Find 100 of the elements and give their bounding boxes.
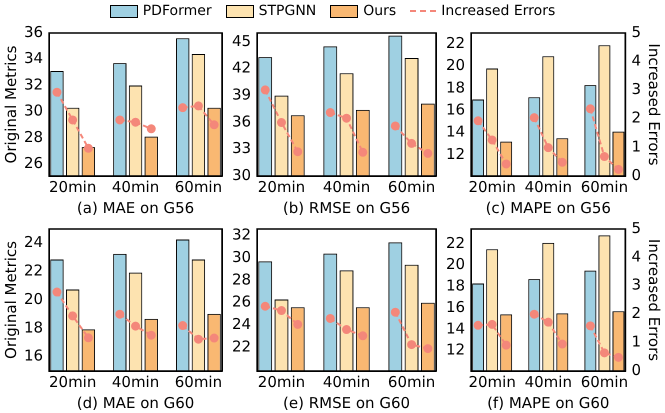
y-tick-label: 36 bbox=[24, 22, 44, 41]
y2-tick-label: 1 bbox=[631, 332, 642, 350]
point bbox=[342, 325, 352, 334]
y2-tick-label: 4 bbox=[631, 51, 642, 70]
point bbox=[276, 118, 286, 128]
point bbox=[326, 314, 335, 323]
y-tick-label: 22 bbox=[446, 234, 466, 252]
x-axis-title: (a) MAE on G56 bbox=[76, 198, 194, 217]
point bbox=[614, 164, 623, 174]
legend-label: PDFormer bbox=[142, 3, 212, 19]
point bbox=[600, 152, 609, 162]
point bbox=[276, 306, 286, 316]
point bbox=[210, 120, 219, 130]
y-tick-label: 32 bbox=[232, 226, 252, 244]
point bbox=[423, 148, 432, 158]
point bbox=[530, 113, 539, 122]
y2-tick-label: 0 bbox=[631, 360, 642, 379]
point bbox=[210, 334, 219, 343]
point bbox=[614, 352, 623, 362]
point bbox=[293, 320, 302, 329]
x-tick-label: 20min bbox=[48, 178, 96, 196]
y-tick-label: 14 bbox=[446, 319, 466, 338]
point bbox=[488, 320, 497, 329]
y-tick-label: 16 bbox=[446, 100, 466, 118]
point bbox=[600, 348, 609, 358]
x-tick-label: 60min bbox=[580, 372, 628, 391]
point bbox=[558, 340, 567, 349]
x-axis-title: (b) RMSE on G56 bbox=[282, 198, 410, 217]
point bbox=[544, 143, 553, 152]
y-tick-label: 32 bbox=[24, 75, 44, 94]
x-tick-label: 60min bbox=[174, 178, 222, 196]
y-axis-title: Original Metrics bbox=[2, 240, 20, 359]
y-tick-label: 20 bbox=[446, 255, 466, 274]
x-axis-title: (d) MAE on G60 bbox=[76, 394, 194, 412]
y2-tick-label: 1 bbox=[631, 137, 642, 156]
point bbox=[131, 322, 140, 331]
y2-tick-label: 5 bbox=[631, 22, 642, 41]
point bbox=[423, 344, 432, 354]
y2-tick-label: 3 bbox=[631, 276, 642, 294]
y-tick-label: 45 bbox=[232, 32, 252, 50]
y-tick-label: 16 bbox=[446, 298, 466, 316]
x-tick-label: 60min bbox=[388, 372, 436, 391]
y2-tick-label: 3 bbox=[631, 80, 642, 98]
x-tick-label: 20min bbox=[468, 372, 516, 391]
y-tick-label: 28 bbox=[24, 128, 44, 146]
x-axis-title: (c) MAPE on G56 bbox=[486, 198, 611, 217]
point bbox=[260, 85, 270, 94]
point bbox=[407, 138, 416, 148]
y-tick-label: 42 bbox=[232, 58, 252, 77]
x-tick-label: 40min bbox=[322, 372, 370, 391]
point bbox=[52, 288, 62, 297]
x-axis-title: (e) RMSE on G60 bbox=[283, 394, 410, 412]
y-tick-label: 18 bbox=[446, 276, 466, 295]
point bbox=[544, 318, 553, 327]
x-tick-label: 40min bbox=[524, 372, 572, 391]
y-tick-label: 39 bbox=[232, 85, 252, 104]
point bbox=[194, 334, 203, 344]
y-tick-label: 24 bbox=[232, 315, 252, 334]
x-tick-label: 20min bbox=[258, 178, 306, 196]
legend-label: Increased Errors bbox=[441, 3, 556, 19]
point bbox=[115, 310, 124, 319]
point bbox=[342, 114, 352, 123]
point bbox=[326, 108, 335, 118]
y-tick-label: 34 bbox=[24, 49, 44, 68]
y-tick-label: 18 bbox=[24, 318, 44, 336]
y2-axis-title: Increased Errors bbox=[645, 238, 664, 362]
point bbox=[146, 330, 156, 340]
y-tick-label: 12 bbox=[446, 144, 466, 163]
x-axis-title: (f) MAPE on G60 bbox=[487, 394, 610, 412]
point bbox=[178, 103, 188, 112]
point bbox=[474, 320, 483, 330]
point bbox=[390, 121, 400, 130]
point bbox=[390, 308, 400, 317]
x-tick-label: 40min bbox=[322, 178, 370, 196]
y-tick-label: 30 bbox=[232, 166, 252, 184]
legend-label: STPGNN bbox=[258, 3, 316, 19]
point bbox=[502, 340, 511, 350]
point bbox=[558, 158, 567, 167]
point bbox=[293, 147, 302, 156]
point bbox=[586, 321, 595, 330]
y2-tick-label: 4 bbox=[631, 247, 642, 266]
y-tick-label: 12 bbox=[446, 340, 466, 359]
y2-tick-label: 5 bbox=[631, 218, 642, 237]
y-tick-label: 16 bbox=[24, 346, 44, 365]
x-tick-label: 60min bbox=[388, 178, 436, 196]
point bbox=[260, 302, 270, 311]
point bbox=[131, 118, 140, 127]
y-tick-label: 30 bbox=[232, 248, 252, 266]
y2-tick-label: 2 bbox=[631, 108, 642, 127]
point bbox=[474, 116, 483, 126]
point bbox=[115, 115, 124, 124]
point bbox=[358, 331, 368, 340]
y-tick-label: 14 bbox=[446, 122, 466, 141]
point bbox=[194, 101, 203, 110]
x-tick-label: 20min bbox=[48, 372, 96, 391]
y-tick-label: 20 bbox=[446, 56, 466, 74]
point bbox=[68, 115, 78, 124]
legend-label: Ours bbox=[363, 3, 396, 19]
y-tick-label: 22 bbox=[24, 261, 44, 280]
y-axis-title: Original Metrics bbox=[2, 45, 20, 164]
